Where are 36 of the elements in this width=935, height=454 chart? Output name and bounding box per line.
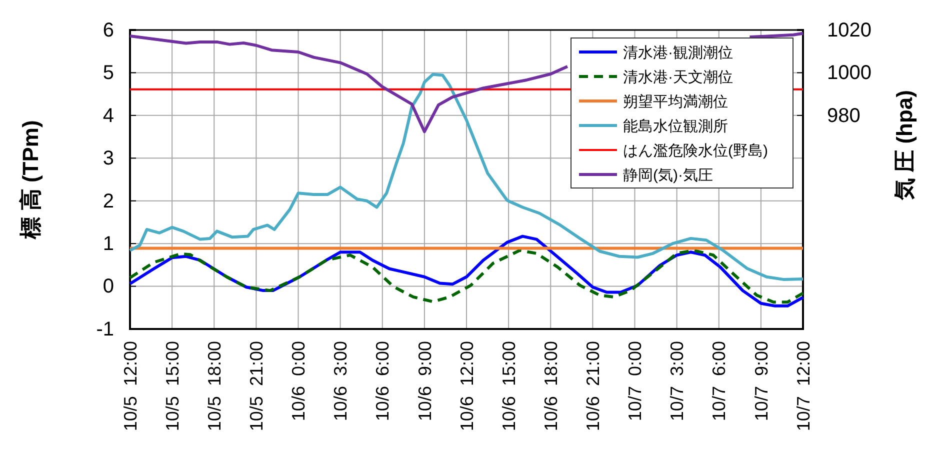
legend-label: はん濫危険水位(野島) <box>623 142 768 160</box>
y2-tick-label: 1020 <box>827 19 872 42</box>
y-tick-label: 4 <box>102 104 114 127</box>
x-tick-label: 10/7 3:00 <box>667 341 688 422</box>
legend-label: 能島水位観測所 <box>623 118 728 135</box>
y-tick-label: 5 <box>102 62 114 84</box>
x-tick-label: 10/6 15:00 <box>498 341 519 432</box>
legend-label: 静岡(気)·気圧 <box>623 166 713 184</box>
y-axis-title: 標 高 (TPm) <box>18 120 43 240</box>
x-tick-label: 10/6 6:00 <box>372 341 393 422</box>
y-tick-label: 2 <box>102 190 114 212</box>
y-tick-label: 1 <box>102 232 114 255</box>
x-tick-label: 10/7 6:00 <box>709 341 730 422</box>
x-tick-label: 10/5 15:00 <box>162 341 182 432</box>
x-tick-label: 10/6 3:00 <box>330 341 351 422</box>
x-tick-label: 10/6 0:00 <box>288 341 309 422</box>
x-tick-label: 10/6 12:00 <box>456 341 477 432</box>
x-tick-label: 10/6 21:00 <box>582 341 603 432</box>
x-tick-label: 10/7 12:00 <box>793 341 814 432</box>
y-tick-label: 6 <box>102 19 114 42</box>
x-tick-label: 10/6 9:00 <box>414 341 435 422</box>
y-tick-label: 0 <box>102 276 114 298</box>
x-tick-label: 10/5 12:00 <box>120 341 140 432</box>
y-tick-label: 3 <box>102 148 114 170</box>
x-tick-label: 10/5 18:00 <box>204 341 224 432</box>
y2-axis-title: 気 圧 (hpa) <box>892 90 917 201</box>
x-tick-label: 10/5 21:00 <box>246 341 266 432</box>
legend-label: 清水港·観測潮位 <box>623 44 733 62</box>
legend-label: 清水港·天文潮位 <box>623 68 733 86</box>
y-tick-label: -1 <box>96 318 114 340</box>
legend-label: 朔望平均満潮位 <box>623 93 728 110</box>
y2-tick-label: 980 <box>827 104 860 127</box>
y2-tick-label: 1000 <box>827 62 872 84</box>
x-tick-label: 10/7 9:00 <box>751 341 772 422</box>
x-tick-label: 10/7 0:00 <box>625 341 646 422</box>
x-tick-label: 10/6 18:00 <box>540 341 561 432</box>
